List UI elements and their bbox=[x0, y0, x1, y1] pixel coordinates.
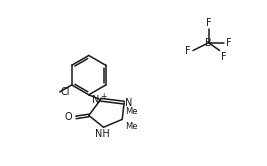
Text: O: O bbox=[64, 112, 72, 122]
Text: Cl: Cl bbox=[61, 87, 70, 97]
Text: N: N bbox=[125, 98, 132, 108]
Text: B: B bbox=[205, 38, 212, 48]
Text: N: N bbox=[92, 95, 100, 105]
Text: NH: NH bbox=[95, 129, 110, 139]
Text: F: F bbox=[206, 18, 211, 28]
Text: +: + bbox=[100, 92, 107, 101]
Text: Me: Me bbox=[125, 107, 138, 116]
Text: F: F bbox=[226, 38, 232, 48]
Text: F: F bbox=[221, 51, 226, 62]
Text: Me: Me bbox=[125, 122, 138, 131]
Text: F: F bbox=[185, 45, 191, 56]
